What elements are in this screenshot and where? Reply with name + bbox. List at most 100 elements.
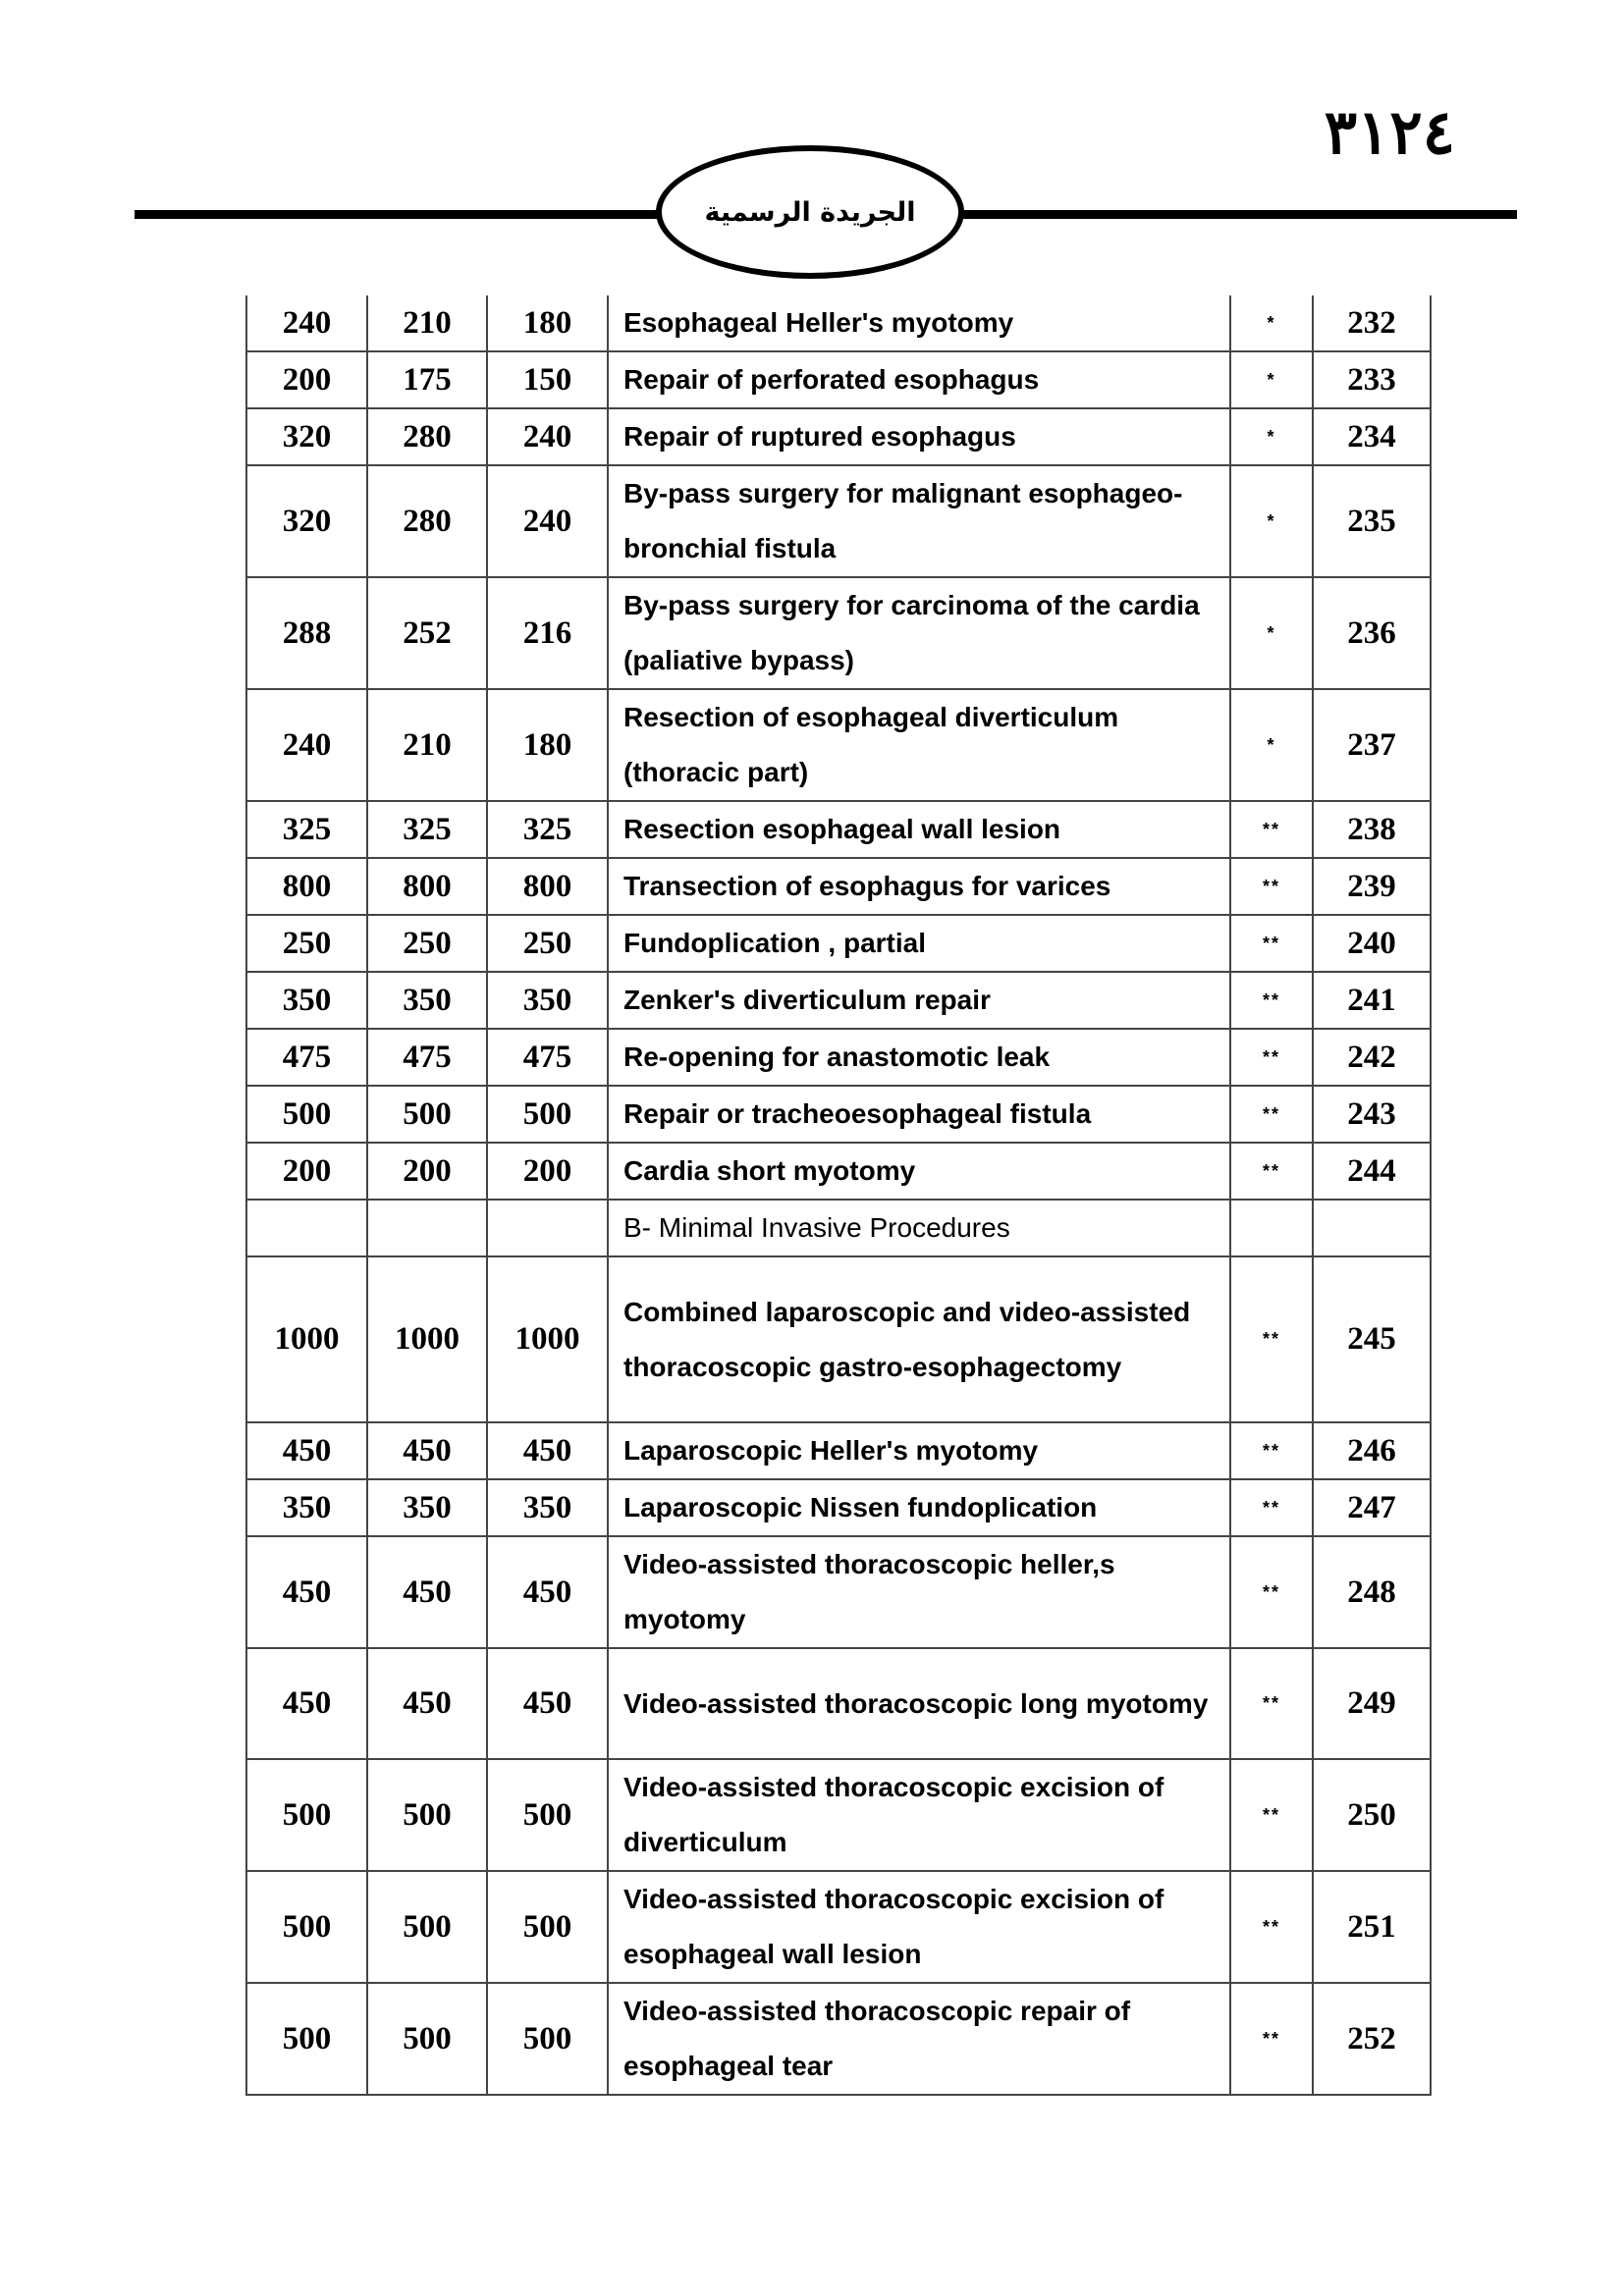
table-row: 500 500 500 Video-assisted thoracoscopic ex… xyxy=(245,1758,1432,1872)
category-mark: ** xyxy=(1229,971,1314,1030)
section-header-row: B- Minimal Invasive Procedures xyxy=(245,1199,1432,1257)
fee-col-3: 325 xyxy=(486,800,609,859)
category-mark: ** xyxy=(1229,1142,1314,1201)
table-row: 200 200 200 Cardia short myotomy ** 244 xyxy=(245,1142,1432,1201)
table-row: 350 350 350 Laparoscopic Nissen fundoplicat… xyxy=(245,1478,1432,1537)
table-row: 350 350 350 Zenker's diverticulum repair ** 2… xyxy=(245,971,1432,1030)
table-row: 288 252 216 By-pass surgery for carcinoma o… xyxy=(245,576,1432,690)
procedure-description: Video-assisted thoracoscopic long myotom… xyxy=(607,1647,1231,1760)
category-mark: * xyxy=(1229,464,1314,578)
procedure-description: Esophageal Heller's myotomy xyxy=(607,295,1231,352)
procedure-description: Zenker's diverticulum repair xyxy=(607,971,1231,1030)
fee-col-3: 240 xyxy=(486,464,609,578)
fee-col-3: 150 xyxy=(486,350,609,409)
fee-col-2: 210 xyxy=(366,688,488,802)
item-number: 232 xyxy=(1312,295,1432,352)
category-mark: * xyxy=(1229,407,1314,466)
procedure-description: Repair of ruptured esophagus xyxy=(607,407,1231,466)
fee-col-3: 500 xyxy=(486,1982,609,2096)
category-mark: * xyxy=(1229,350,1314,409)
table-row: 200 175 150 Repair of perforated esophagus *… xyxy=(245,350,1432,409)
fee-col-1: 325 xyxy=(245,800,368,859)
procedure-description: Repair of perforated esophagus xyxy=(607,350,1231,409)
table-row: 240 210 180 Esophageal Heller's myotomy * 232 xyxy=(245,295,1432,352)
page-number: ٣١٢٤ xyxy=(1324,96,1455,168)
item-number: 251 xyxy=(1312,1870,1432,1984)
table-row: 240 210 180 Resection of esophageal diverti… xyxy=(245,688,1432,802)
fee-col-2: 450 xyxy=(366,1535,488,1649)
category-mark: * xyxy=(1229,295,1314,352)
fee-col-1: 320 xyxy=(245,464,368,578)
fee-col-1: 320 xyxy=(245,407,368,466)
procedure-description: Video-assisted thoracoscopic excision of… xyxy=(607,1870,1231,1984)
fee-col-3: 350 xyxy=(486,1478,609,1537)
table-row: 500 500 500 Video-assisted thoracoscopic re… xyxy=(245,1982,1432,2096)
fee-col-2: 800 xyxy=(366,857,488,916)
fee-col-2: 1000 xyxy=(366,1255,488,1423)
table-row: 450 450 450 Video-assisted thoracoscopic lo… xyxy=(245,1647,1432,1760)
fee-col-2: 200 xyxy=(366,1142,488,1201)
fee-col-3: 450 xyxy=(486,1535,609,1649)
procedure-description: By-pass surgery for malignant esophageo-… xyxy=(607,464,1231,578)
item-number xyxy=(1312,1199,1432,1257)
fee-col-3: 500 xyxy=(486,1758,609,1872)
fee-col-2: 325 xyxy=(366,800,488,859)
item-number: 252 xyxy=(1312,1982,1432,2096)
fee-col-1: 288 xyxy=(245,576,368,690)
fee-col-3: 500 xyxy=(486,1085,609,1144)
fee-col-1: 500 xyxy=(245,1085,368,1144)
fee-col-1: 500 xyxy=(245,1758,368,1872)
procedure-description: Combined laparoscopic and video-assisted… xyxy=(607,1255,1231,1423)
procedure-description: Cardia short myotomy xyxy=(607,1142,1231,1201)
fee-col-2: 210 xyxy=(366,295,488,352)
fee-col-3: 250 xyxy=(486,914,609,973)
table-row: 475 475 475 Re-opening for anastomotic leak… xyxy=(245,1028,1432,1087)
category-mark: ** xyxy=(1229,1758,1314,1872)
fee-col-3: 475 xyxy=(486,1028,609,1087)
procedure-description: Fundoplication , partial xyxy=(607,914,1231,973)
category-mark: ** xyxy=(1229,914,1314,973)
fee-col-1: 450 xyxy=(245,1535,368,1649)
fee-col-3: 800 xyxy=(486,857,609,916)
procedure-description: Video-assisted thoracoscopic heller,s my… xyxy=(607,1535,1231,1649)
fee-col-3: 180 xyxy=(486,688,609,802)
publication-emblem: الجريدة الرسمية xyxy=(656,145,964,279)
item-number: 250 xyxy=(1312,1758,1432,1872)
fee-col-1: 240 xyxy=(245,688,368,802)
item-number: 248 xyxy=(1312,1535,1432,1649)
category-mark: ** xyxy=(1229,1535,1314,1649)
fee-col-2: 350 xyxy=(366,1478,488,1537)
item-number: 240 xyxy=(1312,914,1432,973)
category-mark: ** xyxy=(1229,800,1314,859)
fees-table: 240 210 180 Esophageal Heller's myotomy * 232… xyxy=(245,295,1432,2096)
fee-col-1: 500 xyxy=(245,1982,368,2096)
item-number: 236 xyxy=(1312,576,1432,690)
table-row: 500 500 500 Video-assisted thoracoscopic ex… xyxy=(245,1870,1432,1984)
item-number: 247 xyxy=(1312,1478,1432,1537)
fee-col-2: 500 xyxy=(366,1085,488,1144)
procedure-description: Re-opening for anastomotic leak xyxy=(607,1028,1231,1087)
fee-col-2 xyxy=(366,1199,488,1257)
category-mark: ** xyxy=(1229,1982,1314,2096)
category-mark xyxy=(1229,1199,1314,1257)
fee-col-3: 450 xyxy=(486,1421,609,1480)
fee-col-3: 216 xyxy=(486,576,609,690)
fee-col-2: 450 xyxy=(366,1647,488,1760)
item-number: 243 xyxy=(1312,1085,1432,1144)
fee-col-3: 200 xyxy=(486,1142,609,1201)
fee-col-1: 500 xyxy=(245,1870,368,1984)
category-mark: * xyxy=(1229,576,1314,690)
fee-col-1: 800 xyxy=(245,857,368,916)
fee-col-1: 240 xyxy=(245,295,368,352)
item-number: 242 xyxy=(1312,1028,1432,1087)
procedure-description: Repair or tracheoesophageal fistula xyxy=(607,1085,1231,1144)
fee-col-1: 250 xyxy=(245,914,368,973)
category-mark: ** xyxy=(1229,1255,1314,1423)
category-mark: ** xyxy=(1229,1870,1314,1984)
category-mark: ** xyxy=(1229,1085,1314,1144)
item-number: 244 xyxy=(1312,1142,1432,1201)
category-mark: ** xyxy=(1229,1028,1314,1087)
fee-col-1: 200 xyxy=(245,1142,368,1201)
fee-col-1: 350 xyxy=(245,971,368,1030)
category-mark: ** xyxy=(1229,857,1314,916)
